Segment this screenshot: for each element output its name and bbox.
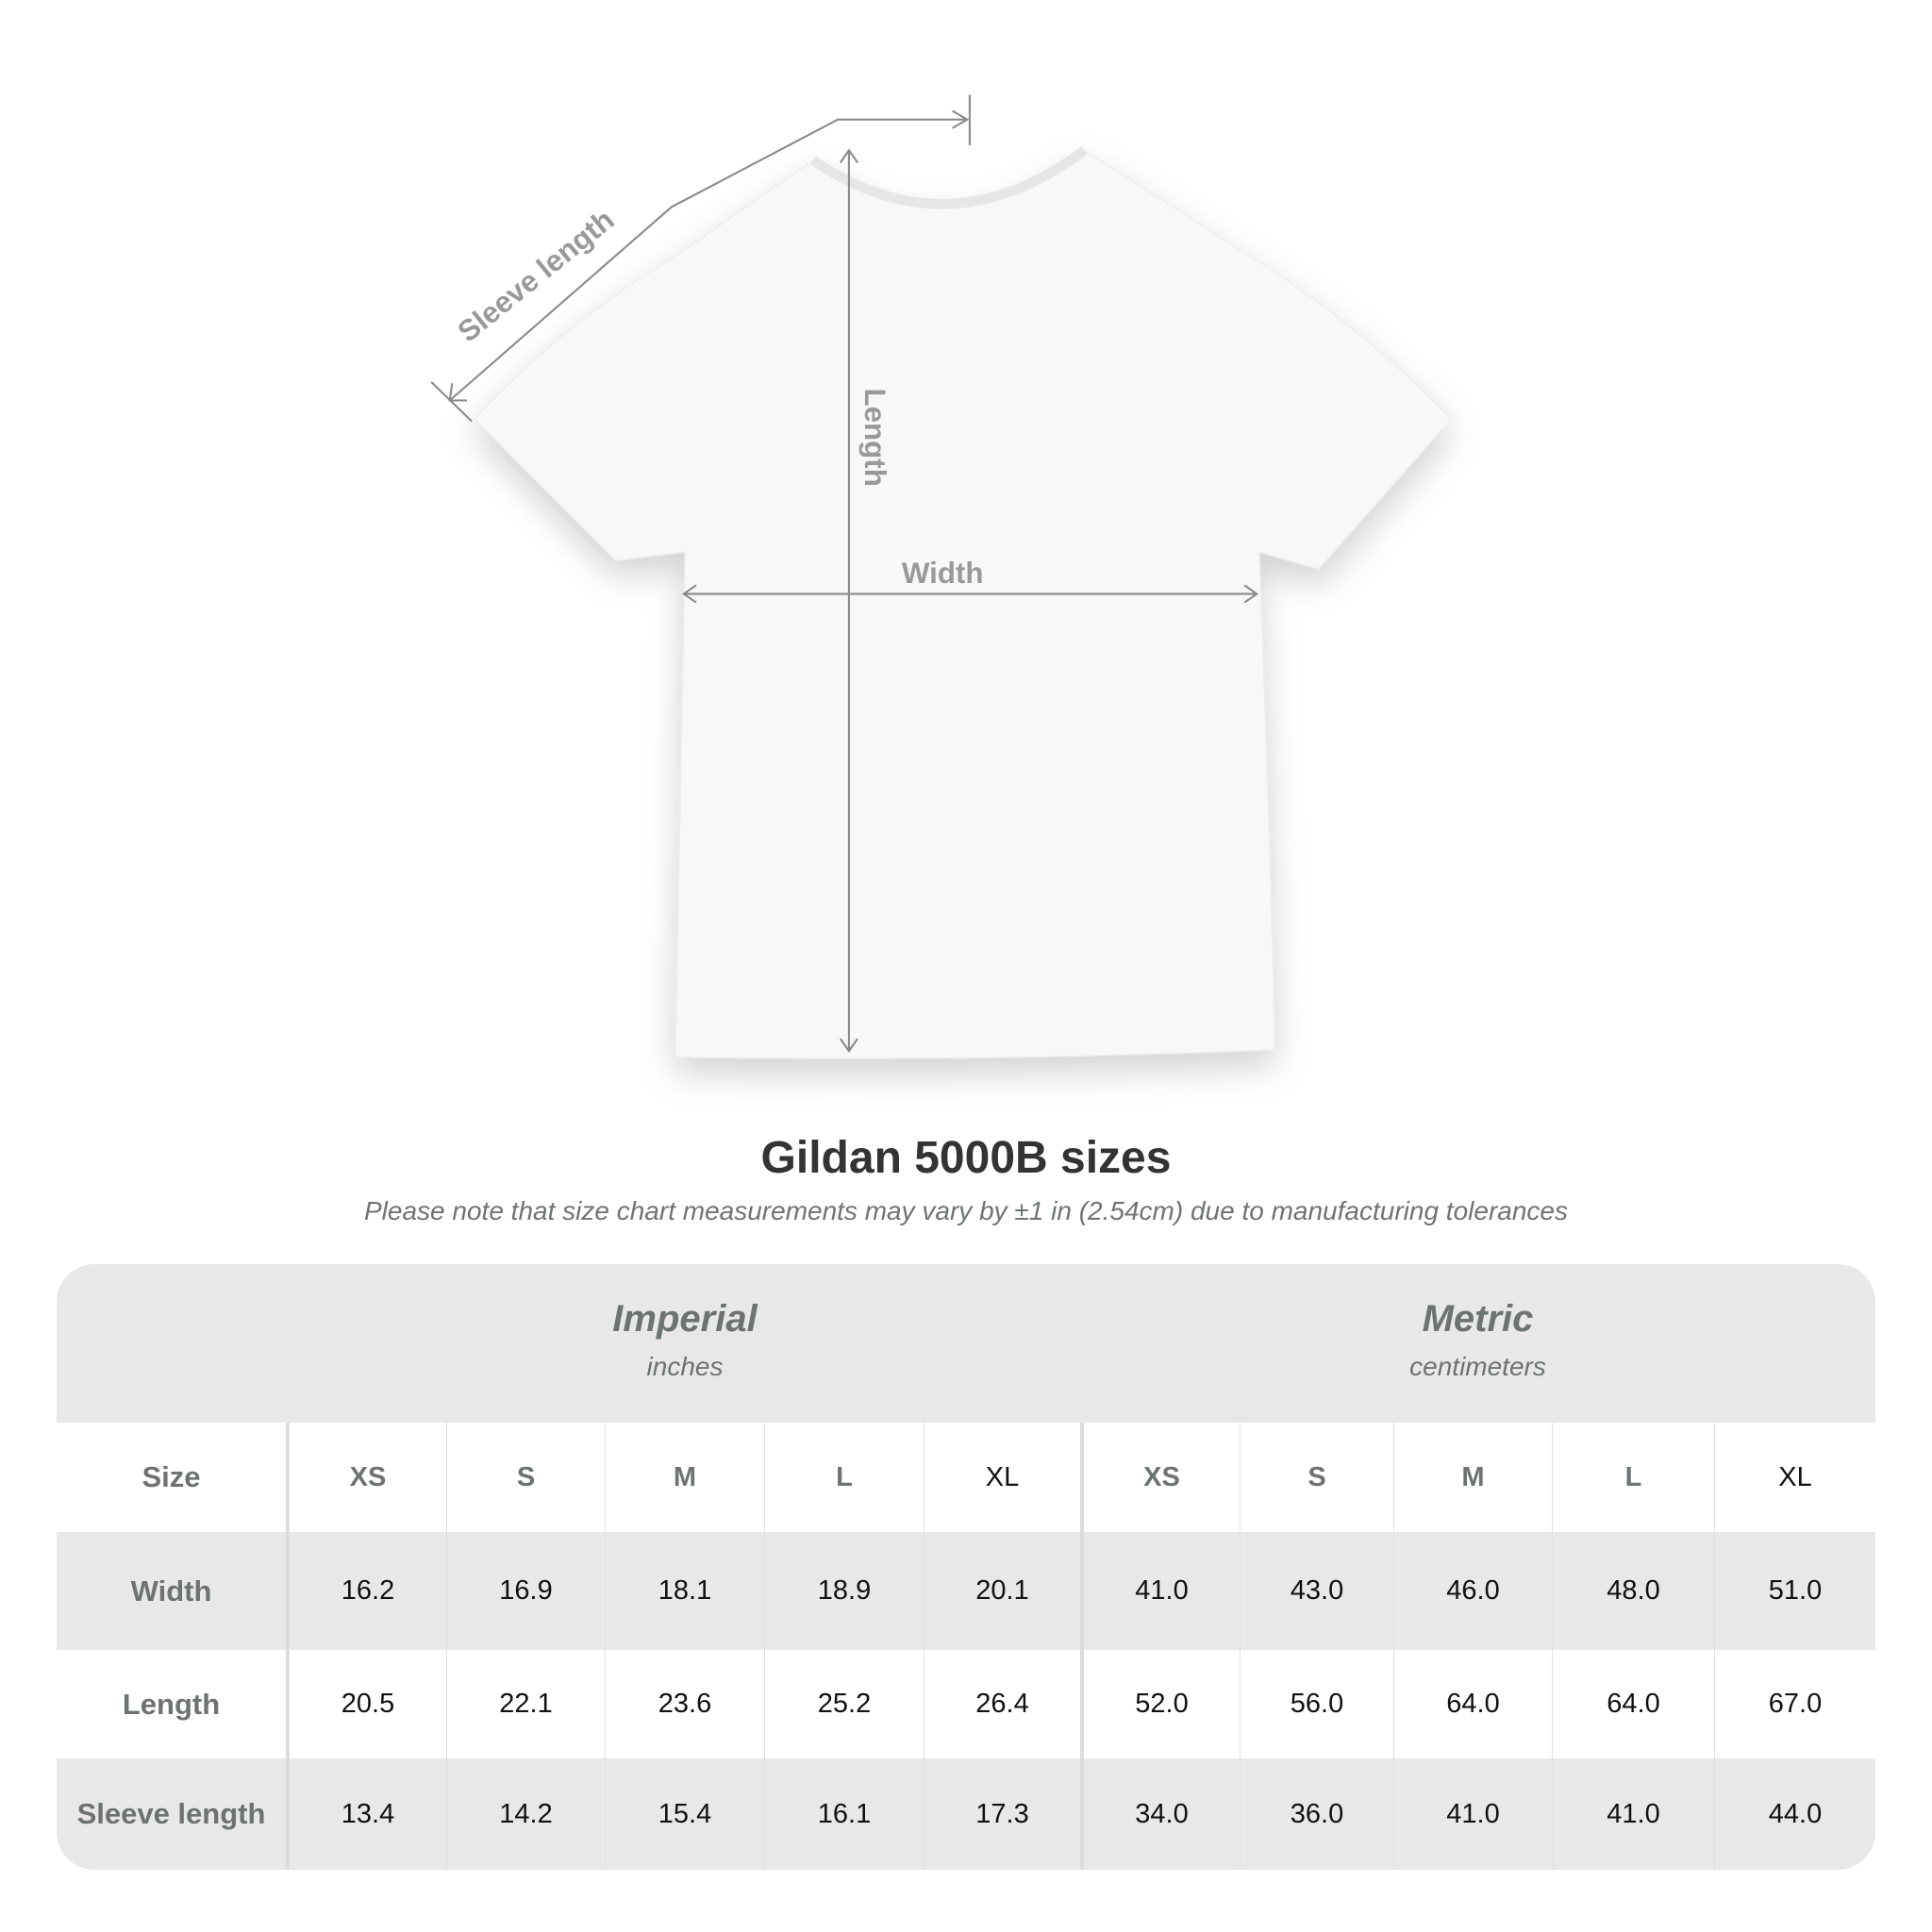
row-label: Sleeve length xyxy=(57,1758,289,1870)
imperial-label: Imperial xyxy=(612,1298,758,1340)
value-cell: 18.1 xyxy=(605,1532,764,1650)
value-cell: 41.0 xyxy=(1393,1758,1552,1870)
width-label: Width xyxy=(902,557,984,590)
value-cell: 20.5 xyxy=(289,1650,446,1758)
value-cell: 41.0 xyxy=(1552,1758,1714,1870)
value-cell: 20.1 xyxy=(924,1532,1080,1650)
table-row: Width 16.2 16.9 18.1 18.9 20.1 41.0 43.0 46.0 48.… xyxy=(57,1532,1875,1650)
metric-header: Metric centimeters xyxy=(1080,1264,1875,1423)
size-header-cell: M xyxy=(1393,1423,1552,1532)
value-cell: 56.0 xyxy=(1240,1650,1393,1758)
value-cell: 64.0 xyxy=(1393,1650,1552,1758)
value-cell: 23.6 xyxy=(605,1650,764,1758)
size-header-cell: XL xyxy=(1714,1423,1875,1532)
size-label: Size xyxy=(57,1423,289,1532)
value-cell: 17.3 xyxy=(924,1758,1080,1870)
value-cell: 15.4 xyxy=(605,1758,764,1870)
size-header-row: Size XS S M L XL XS S M L XL xyxy=(57,1423,1875,1532)
measure-arrows xyxy=(430,94,1259,1053)
sleeve-arrow xyxy=(449,118,968,402)
value-cell: 64.0 xyxy=(1552,1650,1714,1758)
size-header-cell: XL xyxy=(924,1423,1080,1532)
imperial-unit: inches xyxy=(646,1352,724,1381)
value-cell: 41.0 xyxy=(1080,1532,1240,1650)
size-header-cell: XS xyxy=(289,1423,446,1532)
value-cell: 16.2 xyxy=(289,1532,446,1650)
value-cell: 26.4 xyxy=(924,1650,1080,1758)
tolerance-note: Please note that size chart measurements… xyxy=(364,1196,1568,1225)
row-label: Width xyxy=(57,1532,289,1650)
metric-unit: centimeters xyxy=(1409,1352,1546,1381)
tshirt-shape xyxy=(473,149,1453,1059)
row-label: Length xyxy=(57,1650,289,1758)
page-title: Gildan 5000B sizes xyxy=(760,1133,1172,1183)
value-cell: 18.9 xyxy=(764,1532,924,1650)
size-table: Imperial inches Metric centimeters Size X… xyxy=(57,1264,1875,1870)
size-header-cell: S xyxy=(1240,1423,1393,1532)
value-cell: 13.4 xyxy=(289,1758,446,1870)
value-cell: 44.0 xyxy=(1714,1758,1875,1870)
value-cell: 43.0 xyxy=(1240,1532,1393,1650)
value-cell: 67.0 xyxy=(1714,1650,1875,1758)
value-cell: 48.0 xyxy=(1552,1532,1714,1650)
size-header-cell: XS xyxy=(1080,1423,1240,1532)
imperial-header: Imperial inches xyxy=(289,1264,1081,1423)
value-cell: 14.2 xyxy=(446,1758,605,1870)
value-cell: 22.1 xyxy=(446,1650,605,1758)
value-cell: 16.9 xyxy=(446,1532,605,1650)
size-header-cell: L xyxy=(1552,1423,1714,1532)
value-cell: 51.0 xyxy=(1714,1532,1875,1650)
value-cell: 36.0 xyxy=(1240,1758,1393,1870)
size-header-cell: S xyxy=(446,1423,605,1532)
table-row: Sleeve length 13.4 14.2 15.4 16.1 17.3 34.0 36.… xyxy=(57,1758,1875,1870)
size-header-cell: L xyxy=(764,1423,924,1532)
length-label: Length xyxy=(858,388,891,486)
metric-label: Metric xyxy=(1422,1298,1534,1340)
value-cell: 46.0 xyxy=(1393,1532,1552,1650)
value-cell: 16.1 xyxy=(764,1758,924,1870)
value-cell: 52.0 xyxy=(1080,1650,1240,1758)
value-cell: 34.0 xyxy=(1080,1758,1240,1870)
table-row: Length 20.5 22.1 23.6 25.2 26.4 52.0 56.0 64.0 64… xyxy=(57,1650,1875,1758)
value-cell: 25.2 xyxy=(764,1650,924,1758)
size-header-cell: M xyxy=(605,1423,764,1532)
